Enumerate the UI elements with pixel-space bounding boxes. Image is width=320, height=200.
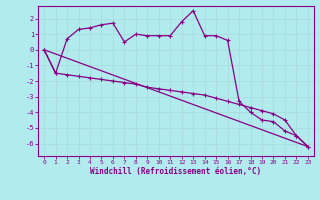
X-axis label: Windchill (Refroidissement éolien,°C): Windchill (Refroidissement éolien,°C) [91, 167, 261, 176]
